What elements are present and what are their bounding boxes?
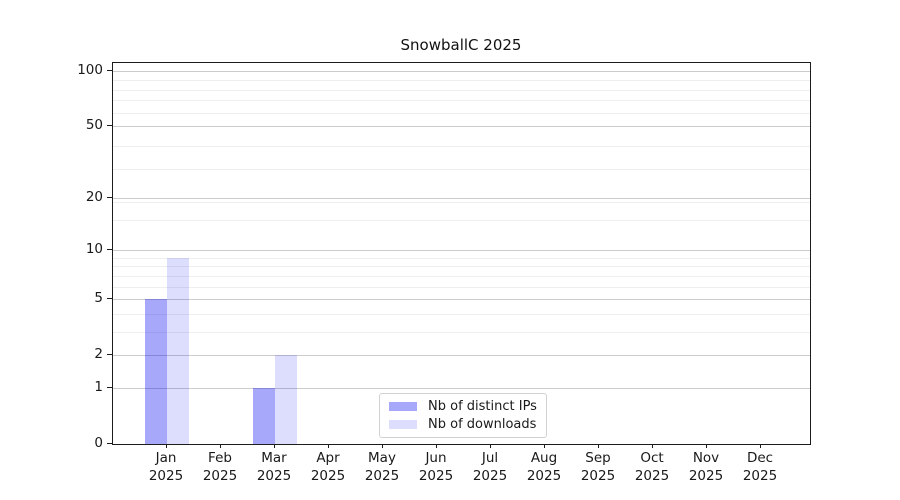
x-tick-mark <box>382 444 383 448</box>
x-tick-mark <box>220 444 221 448</box>
x-tick-label: Oct 2025 <box>634 450 670 484</box>
y-tick-label: 2 <box>94 346 103 363</box>
x-tick-label: Dec 2025 <box>742 450 778 484</box>
x-tick-label: Aug 2025 <box>526 450 562 484</box>
bar-nb-of-downloads <box>167 257 189 444</box>
x-tick-label: Mar 2025 <box>256 450 292 484</box>
y-tick-label: 100 <box>77 61 103 78</box>
y-tick-label: 10 <box>85 241 103 257</box>
chart-title: SnowballC 2025 <box>400 36 522 54</box>
x-tick-mark <box>274 444 275 448</box>
x-tick-mark <box>328 444 329 448</box>
legend-swatch-distinct-ips-icon <box>389 401 417 411</box>
y-tick-label: 20 <box>85 188 103 205</box>
legend-swatch-downloads-icon <box>389 419 417 429</box>
x-tick-mark <box>544 444 545 448</box>
minor-gridline <box>113 286 810 288</box>
minor-gridline <box>113 80 810 81</box>
minor-gridline <box>113 275 810 277</box>
x-tick-label: May 2025 <box>364 450 400 484</box>
x-tick-mark <box>652 444 653 448</box>
minor-gridline <box>113 257 810 259</box>
y-tick-mark <box>107 386 112 388</box>
plot-area <box>112 62 811 445</box>
legend-item-distinct-ips: Nb of distinct IPs <box>389 397 537 415</box>
x-tick-mark <box>598 444 599 448</box>
y-tick-mark <box>107 249 112 250</box>
minor-gridline <box>113 168 810 170</box>
x-tick-label: Nov 2025 <box>688 450 724 484</box>
major-gridline <box>113 125 810 127</box>
minor-gridline <box>113 145 810 147</box>
x-tick-label: Sep 2025 <box>580 450 616 484</box>
x-tick-label: Apr 2025 <box>310 450 346 484</box>
minor-gridline <box>113 219 810 221</box>
legend-label-distinct-ips: Nb of distinct IPs <box>428 398 537 414</box>
x-tick-mark <box>490 444 491 448</box>
y-tick-label: 1 <box>94 378 103 395</box>
y-tick-label: 5 <box>94 290 103 306</box>
y-tick-mark <box>107 196 112 198</box>
legend: Nb of distinct IPs Nb of downloads <box>379 393 547 438</box>
major-gridline <box>113 70 810 72</box>
x-tick-label: Jul 2025 <box>472 450 508 484</box>
x-tick-mark <box>166 444 167 448</box>
x-tick-label: Jan 2025 <box>148 450 184 484</box>
major-gridline <box>113 197 810 199</box>
y-tick-label: 50 <box>85 116 103 133</box>
y-tick-mark <box>107 124 112 126</box>
minor-gridline <box>113 331 810 333</box>
x-tick-mark <box>436 444 437 448</box>
legend-item-downloads: Nb of downloads <box>389 415 537 433</box>
major-gridline <box>113 387 810 389</box>
x-tick-mark <box>760 444 761 448</box>
y-tick-mark <box>107 298 112 299</box>
bar-nb-of-distinct-ips <box>145 299 167 444</box>
y-tick-label: 0 <box>94 435 103 451</box>
x-tick-mark <box>706 444 707 448</box>
minor-gridline <box>113 266 810 268</box>
y-tick-mark <box>107 69 112 71</box>
y-tick-mark <box>107 443 112 444</box>
bar-nb-of-downloads <box>275 355 297 444</box>
minor-gridline <box>113 100 810 102</box>
minor-gridline <box>113 201 810 203</box>
minor-gridline <box>113 89 810 91</box>
major-gridline <box>113 355 810 357</box>
minor-gridline <box>113 71 810 73</box>
major-gridline <box>113 299 810 300</box>
y-tick-mark <box>107 354 112 356</box>
major-gridline <box>113 250 810 251</box>
x-tick-label: Jun 2025 <box>418 450 454 484</box>
legend-label-downloads: Nb of downloads <box>428 416 537 432</box>
minor-gridline <box>113 313 810 315</box>
bar-nb-of-distinct-ips <box>253 387 275 444</box>
minor-gridline <box>113 112 810 114</box>
x-tick-label: Feb 2025 <box>202 450 238 484</box>
